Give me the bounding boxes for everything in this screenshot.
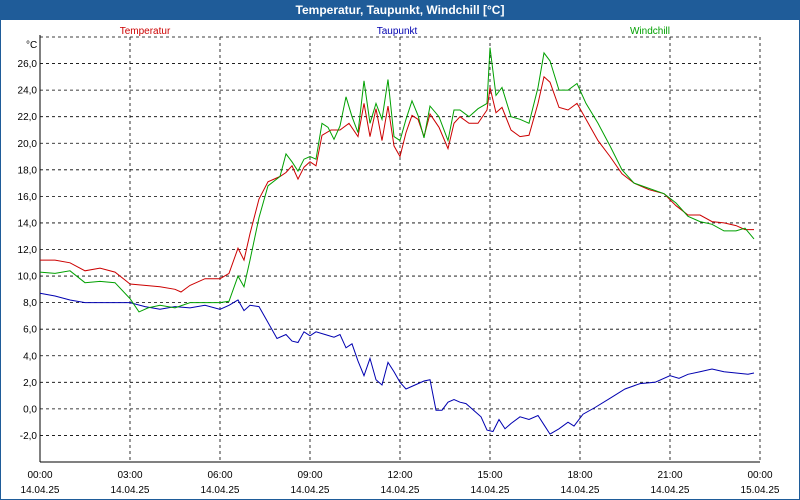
x-tick-date: 14.04.25 [381, 485, 420, 496]
x-tick-time: 00:00 [27, 470, 52, 481]
x-tick-date: 14.04.25 [291, 485, 330, 496]
x-tick-date: 14.04.25 [471, 485, 510, 496]
x-tick-time: 18:00 [567, 470, 592, 481]
y-tick-label: 24,0 [18, 86, 38, 97]
y-tick-label: 16,0 [18, 192, 38, 203]
x-tick-time: 15:00 [477, 470, 502, 481]
y-tick-label: 26,0 [18, 59, 38, 70]
y-unit-label: °C [26, 40, 37, 51]
y-tick-label: 8,0 [23, 298, 37, 309]
y-tick-label: 10,0 [18, 272, 38, 283]
x-tick-time: 06:00 [207, 470, 232, 481]
y-tick-labels: 26,0 24,0 22,0 20,0 18,0 16,0 14,0 12,0 10,0 8,0 6… [18, 59, 38, 442]
x-tick-date: 14.04.25 [561, 485, 600, 496]
y-tick-label: 6,0 [23, 325, 37, 336]
y-tick-label: 2,0 [23, 378, 37, 389]
series-line-windchill [39, 47, 755, 313]
legend-item-taupunkt: Taupunkt [377, 26, 418, 37]
legend-item-temperatur: Temperatur [120, 26, 171, 37]
series-line-taupunkt [39, 292, 755, 435]
x-tick-date: 14.04.25 [111, 485, 150, 496]
chart-title: Temperatur, Taupunkt, Windchill [°C] [0, 0, 800, 20]
x-tick-time: 21:00 [657, 470, 682, 481]
grid [40, 37, 760, 462]
x-tick-date: 14.04.25 [651, 485, 690, 496]
x-tick-date: 14.04.25 [21, 485, 60, 496]
x-tick-labels: 00:00 14.04.25 03:00 14.04.25 06:00 14.04.25 0… [21, 470, 780, 496]
y-tick-label: 18,0 [18, 165, 38, 176]
y-tick-label: 20,0 [18, 139, 38, 150]
x-tick-date: 14.04.25 [201, 485, 240, 496]
x-tick-date: 15.04.25 [741, 485, 780, 496]
x-tick-time: 03:00 [117, 470, 142, 481]
y-tick-label: 0,0 [23, 404, 37, 415]
y-tick-label: 4,0 [23, 351, 37, 362]
y-tick-label: -2,0 [20, 431, 38, 442]
axes [39, 35, 761, 463]
y-tick-label: 12,0 [18, 245, 38, 256]
x-tick-time: 00:00 [747, 470, 772, 481]
legend: Temperatur Taupunkt Windchill [120, 26, 670, 37]
series-line-temperatur [40, 75, 754, 293]
y-tick-label: 22,0 [18, 112, 38, 123]
x-tick-time: 12:00 [387, 470, 412, 481]
series-lines [39, 47, 755, 435]
x-tick-time: 09:00 [297, 470, 322, 481]
y-tick-label: 14,0 [18, 218, 38, 229]
legend-item-windchill: Windchill [630, 26, 670, 37]
